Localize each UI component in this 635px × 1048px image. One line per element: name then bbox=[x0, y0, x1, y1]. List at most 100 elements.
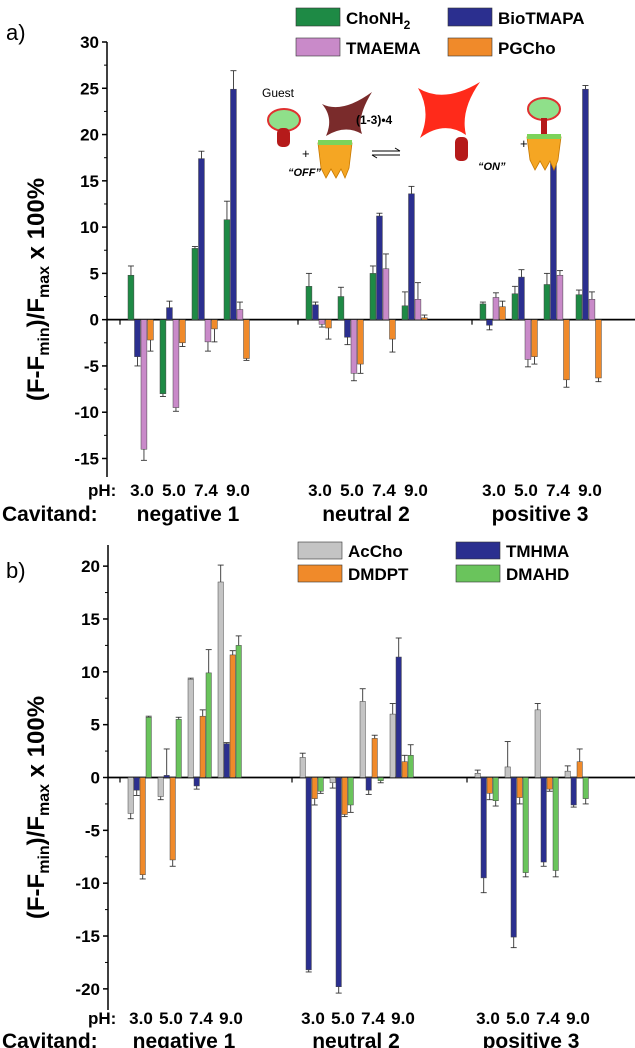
bar-dmahd bbox=[145, 717, 152, 778]
bar-chonh2 bbox=[159, 319, 167, 394]
equilibrium-arrowheads bbox=[371, 147, 401, 159]
legend-label: TMAEMA bbox=[346, 39, 421, 58]
ph-label: 7.4 bbox=[361, 1009, 385, 1028]
legend-label: DMAHD bbox=[506, 565, 569, 584]
legend-swatch bbox=[455, 541, 501, 560]
ph-label: 9.0 bbox=[219, 1009, 243, 1028]
bar-accho bbox=[299, 757, 306, 778]
inset-plus-left: + bbox=[302, 146, 310, 161]
inset-on-label: “ON” bbox=[478, 161, 506, 173]
bar-biotmapa bbox=[376, 215, 383, 320]
y-tick-label: -20 bbox=[75, 980, 100, 999]
bar-dmdpt bbox=[229, 654, 236, 778]
ph-label: 7.4 bbox=[536, 1009, 560, 1028]
bar-dmdpt bbox=[516, 777, 523, 798]
bar-accho bbox=[389, 713, 396, 778]
bar-dmdpt bbox=[371, 738, 378, 778]
panel-b: b) (F-Fmin)/Fmax x 100% 20 15 10 5 0 -5 -10 -15 -2… bbox=[2, 541, 635, 1048]
bar-pgcho bbox=[325, 319, 332, 329]
bar-dmahd bbox=[205, 672, 212, 778]
bar-tmhma bbox=[540, 777, 547, 863]
bar-biotmapa bbox=[230, 88, 237, 320]
ph-label: 5.0 bbox=[159, 1009, 183, 1028]
ph-label: 5.0 bbox=[340, 481, 364, 500]
bar-tmhma bbox=[335, 777, 342, 987]
ph-label: 7.4 bbox=[194, 481, 218, 500]
bar-chonh2 bbox=[575, 294, 583, 320]
bar-tmaema bbox=[492, 297, 500, 320]
inset-off-label: “OFF” bbox=[288, 167, 321, 179]
bar-tmhma bbox=[570, 777, 577, 806]
y-tick-label: 10 bbox=[81, 663, 100, 682]
bar-pgcho bbox=[357, 319, 364, 365]
guest-tail bbox=[277, 128, 290, 147]
bar-chonh2 bbox=[337, 296, 345, 320]
bar-dmahd bbox=[347, 777, 354, 806]
bar-chonh2 bbox=[305, 286, 313, 320]
bound-guest-head bbox=[527, 97, 561, 121]
ph-label: 3.0 bbox=[301, 1009, 325, 1028]
cavitand-left-rim bbox=[318, 140, 352, 145]
legend-swatch bbox=[295, 7, 341, 27]
y-tick-label: 5 bbox=[90, 264, 99, 283]
group-label: negative 1 bbox=[133, 1030, 236, 1048]
ph-label: 9.0 bbox=[578, 481, 602, 500]
bar-biotmapa bbox=[344, 319, 351, 338]
legend-swatch bbox=[455, 564, 501, 583]
bar-dmdpt bbox=[576, 761, 583, 778]
ph-label: 9.0 bbox=[226, 481, 250, 500]
ph-label: 5.0 bbox=[162, 481, 186, 500]
legend-label: ChoNH2 bbox=[346, 9, 411, 32]
bar-biotmapa bbox=[166, 307, 173, 320]
bar-chonh2 bbox=[511, 293, 519, 320]
legend-label: PGCho bbox=[498, 39, 556, 58]
bar-pgcho bbox=[595, 319, 602, 379]
bar-chonh2 bbox=[401, 305, 409, 320]
panel-label: b) bbox=[6, 558, 26, 583]
inset-guest-label: Guest bbox=[262, 86, 295, 100]
y-tick-label: -15 bbox=[74, 449, 99, 468]
bound-guest-stem bbox=[541, 118, 547, 134]
y-tick-label: 15 bbox=[80, 172, 99, 191]
bar-tmhma bbox=[480, 777, 487, 879]
bar-dmahd bbox=[175, 719, 182, 778]
bar-tmaema bbox=[588, 299, 596, 320]
bar-tmhma bbox=[163, 775, 170, 778]
ph-row-label: pH: bbox=[88, 481, 116, 500]
bar-tmaema bbox=[414, 299, 422, 320]
ph-label: 3.0 bbox=[130, 481, 154, 500]
y-axis-label: (F-Fmin)/Fmax x 100% bbox=[23, 696, 53, 919]
y-tick-label: 5 bbox=[91, 716, 100, 735]
ph-label: 3.0 bbox=[308, 481, 332, 500]
group-label: positive 3 bbox=[492, 503, 589, 526]
bar-dmdpt bbox=[311, 777, 318, 799]
panel-label: a) bbox=[6, 20, 26, 45]
bar-chonh2 bbox=[127, 274, 135, 320]
bar-pgcho bbox=[531, 319, 538, 357]
released-tail bbox=[455, 137, 468, 161]
ph-label: 5.0 bbox=[514, 481, 538, 500]
group-label: negative 1 bbox=[137, 503, 240, 526]
ph-label: 5.0 bbox=[506, 1009, 530, 1028]
bar-tmaema bbox=[236, 309, 244, 320]
bar-pgcho bbox=[147, 319, 154, 341]
y-tick-label: 15 bbox=[81, 610, 100, 629]
bar-biotmapa bbox=[312, 304, 319, 320]
bar-biotmapa bbox=[550, 146, 557, 320]
group-label: neutral 2 bbox=[322, 503, 410, 526]
cavitand-right-rim bbox=[527, 134, 561, 139]
bar-accho bbox=[564, 770, 571, 778]
bar-dmahd bbox=[407, 755, 414, 778]
bar-tmaema bbox=[382, 268, 390, 320]
bar-biotmapa bbox=[582, 88, 589, 320]
bar-pgcho bbox=[211, 319, 218, 330]
bar-dmdpt bbox=[546, 777, 553, 790]
bar-biotmapa bbox=[134, 319, 141, 357]
bar-tmhma bbox=[223, 743, 230, 778]
y-tick-label: 10 bbox=[80, 218, 99, 237]
group-label: neutral 2 bbox=[312, 1030, 400, 1048]
ph-label: 3.0 bbox=[482, 481, 506, 500]
y-tick-label: 20 bbox=[80, 126, 99, 145]
y-tick-label: 20 bbox=[81, 557, 100, 576]
